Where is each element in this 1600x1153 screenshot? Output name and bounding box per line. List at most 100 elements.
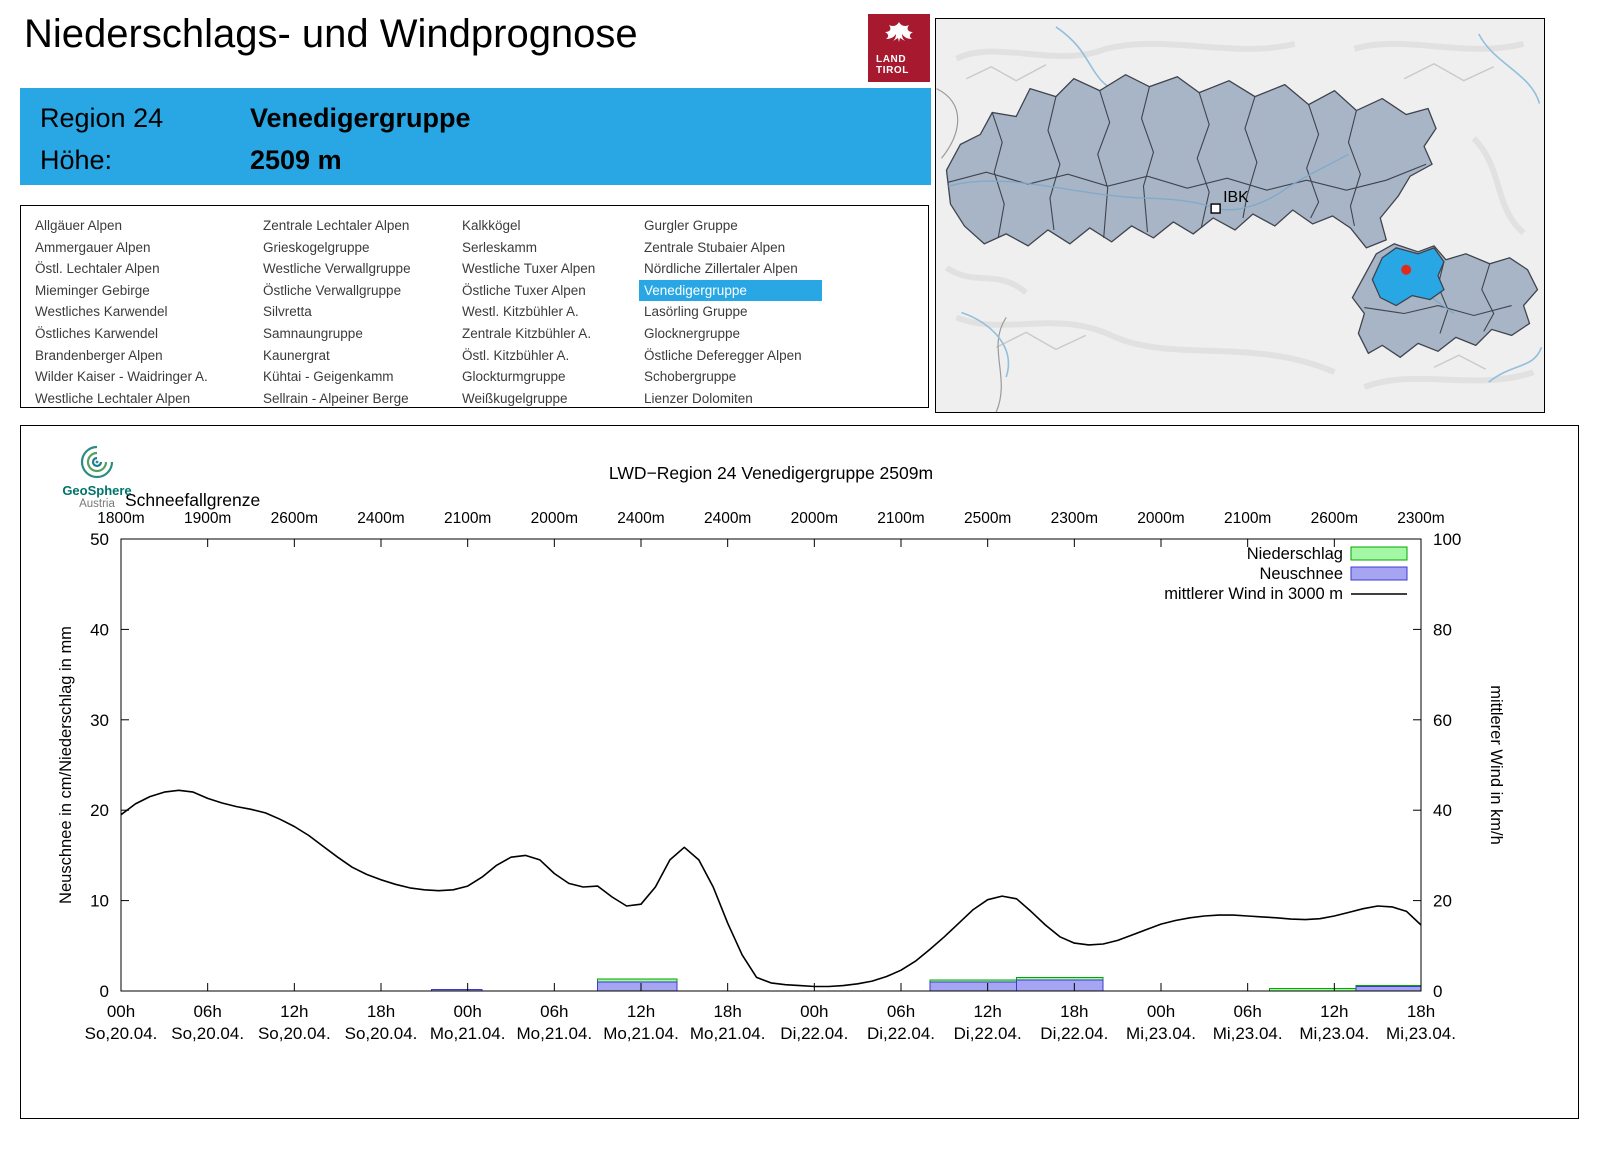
snowline-value: 2300m [1051,510,1098,527]
region-list-item[interactable]: Westl. Kitzbühler A. [462,304,579,320]
region-list-item[interactable]: Lienzer Dolomiten [644,390,753,406]
snow-bar [1355,985,1422,992]
chart-title: LWD−Region 24 Venedigergruppe 2509m [609,463,933,483]
x-tick-label-date: So,20.04. [258,1024,331,1043]
x-tick-label-time: 12h [1320,1002,1348,1021]
x-tick-label-time: 12h [973,1002,1001,1021]
x-tick-label-time: 06h [540,1002,568,1021]
ibk-label: IBK [1223,189,1249,206]
region-list-item[interactable]: Wilder Kaiser - Waidringer A. [35,369,208,385]
land-tirol-logo: LAND TIROL [868,14,930,82]
region-list-item[interactable]: Westliches Karwendel [35,304,168,320]
x-tick-label-date: Di,22.04. [954,1024,1022,1043]
terrain-relief [944,40,1535,390]
y-tick-label-left: 30 [90,711,109,730]
region-list-item[interactable]: Mieminger Gebirge [35,282,150,298]
x-tick-label-time: 12h [627,1002,655,1021]
region-list-item[interactable]: Sellrain - Alpeiner Berge [263,390,409,406]
tirol-map: IBK [936,19,1544,412]
region-list-item[interactable]: Westliche Tuxer Alpen [462,261,596,277]
region-list-item[interactable]: Zentrale Lechtaler Alpen [263,218,410,233]
region-list-item[interactable]: Ammergauer Alpen [35,239,151,255]
snow-bar [597,981,678,992]
region-list-item[interactable]: Nördliche Zillertaler Alpen [644,261,798,277]
chart-frame [120,538,1422,992]
inn-river [948,153,1349,211]
region-list-item[interactable]: Glockturmgruppe [462,369,566,385]
map-region-borders [948,86,1427,238]
region-list-item[interactable]: Weißkugelgruppe [462,390,568,406]
region-list-item[interactable]: Östliche Verwallgruppe [263,282,402,298]
y-tick-label-right: 40 [1433,801,1452,820]
legend-label-wind: mittlerer Wind in 3000 m [1164,585,1343,603]
snowline-value: 1800m [97,510,144,527]
x-tick-label-time: 06h [193,1002,221,1021]
map-region-selected[interactable] [1371,247,1445,307]
snowline-value: 2400m [357,510,404,527]
snowline-value: 2400m [704,510,751,527]
geosphere-sub: Austria [79,498,115,510]
x-tick-label-time: 00h [107,1002,135,1021]
region-name: Venedigergruppe [250,102,471,133]
region-list-item[interactable]: Glocknergruppe [644,325,741,341]
forecast-chart: 00h So,20.04. 1800m 06h So,20.04. 1900m 12h So,… [57,463,1505,1043]
x-tick-label-time: 18h [1407,1002,1435,1021]
region-list-item[interactable]: Östliche Tuxer Alpen [462,282,586,298]
ibk-marker [1210,203,1221,214]
region-list-item[interactable]: Östliches Karwendel [35,325,159,341]
y-tick-label-left: 0 [100,982,109,1001]
x-tick-label-date: So,20.04. [85,1024,158,1043]
region-list-item[interactable]: Allgäuer Alpen [35,218,123,233]
region-list-item[interactable]: Östliche Deferegger Alpen [644,347,802,363]
elevation-value: 2509 m [250,144,342,175]
x-tick-label-date: So,20.04. [345,1024,418,1043]
region-list-column: Allgäuer Alpen Ammergauer Alpen Östl. Lech… [35,215,263,409]
region-list: Allgäuer Alpen Ammergauer Alpen Östl. Lech… [20,205,929,408]
x-tick-label-date: Mi,23.04. [1126,1024,1196,1043]
snowline-value: 2600m [271,510,318,527]
region-list-item[interactable]: Brandenberger Alpen [35,347,163,363]
region-list-item[interactable]: Kühtai - Geigenkamm [263,369,394,385]
region-list-item[interactable]: Silvretta [263,304,312,320]
y-tick-label-left: 50 [90,530,109,549]
x-tick-label-date: Mi,23.04. [1213,1024,1283,1043]
region-list-item[interactable]: Serleskamm [462,239,538,255]
legend-label-precip: Niederschlag [1247,545,1343,563]
geosphere-name: GeoSphere [62,483,132,498]
region-list-item-selected[interactable]: Venedigergruppe [639,279,822,302]
y-tick-label-left: 40 [90,620,109,639]
region-list-item[interactable]: Schobergruppe [644,369,737,385]
snowline-value: 2600m [1311,510,1358,527]
x-tick-label-time: 18h [713,1002,741,1021]
tirol-eagle-icon [885,22,913,42]
elevation-label: Höhe: [40,144,113,175]
region-list-item[interactable]: Gurgler Gruppe [644,218,738,233]
y-tick-label-left: 20 [90,801,109,820]
region-list-item[interactable]: Zentrale Stubaier Alpen [644,239,786,255]
region-list-item[interactable]: Westliche Verwallgruppe [263,261,411,277]
region-columns: Allgäuer Alpen Ammergauer Alpen Östl. Lech… [35,215,928,409]
legend-swatch-snow [1350,566,1408,581]
snowline-value: 2100m [877,510,924,527]
region-list-item[interactable]: Grieskogelgruppe [263,239,370,255]
region-list-item[interactable]: Lasörling Gruppe [644,304,748,320]
snowline-value: 2300m [1397,510,1444,527]
region-list-item[interactable]: Samnaungruppe [263,325,363,341]
region-list-item[interactable]: Kalkkögel [462,218,521,233]
geosphere-logo: GeoSphere Austria [49,442,145,510]
x-tick-label-time: 12h [280,1002,308,1021]
geosphere-swirl-icon [80,445,114,479]
snowline-value: 2100m [1224,510,1271,527]
region-list-item[interactable]: Östl. Lechtaler Alpen [35,261,160,277]
map-selected-marker [1401,264,1412,275]
y-axis-title-right: mittlerer Wind in km/h [1487,685,1505,845]
land-tirol-wordmark: LAND TIROL [876,54,909,76]
x-tick-label-date: So,20.04. [171,1024,244,1043]
region-list-item[interactable]: Westliche Lechtaler Alpen [35,390,191,406]
region-list-item[interactable]: Zentrale Kitzbühler A. [462,325,592,341]
region-list-item[interactable]: Östl. Kitzbühler A. [462,347,570,363]
legend-label-snow: Neuschnee [1260,565,1343,583]
x-tick-label-date: Mi,23.04. [1386,1024,1456,1043]
region-list-item[interactable]: Kaunergrat [263,347,330,363]
x-tick-label-time: 00h [1147,1002,1175,1021]
